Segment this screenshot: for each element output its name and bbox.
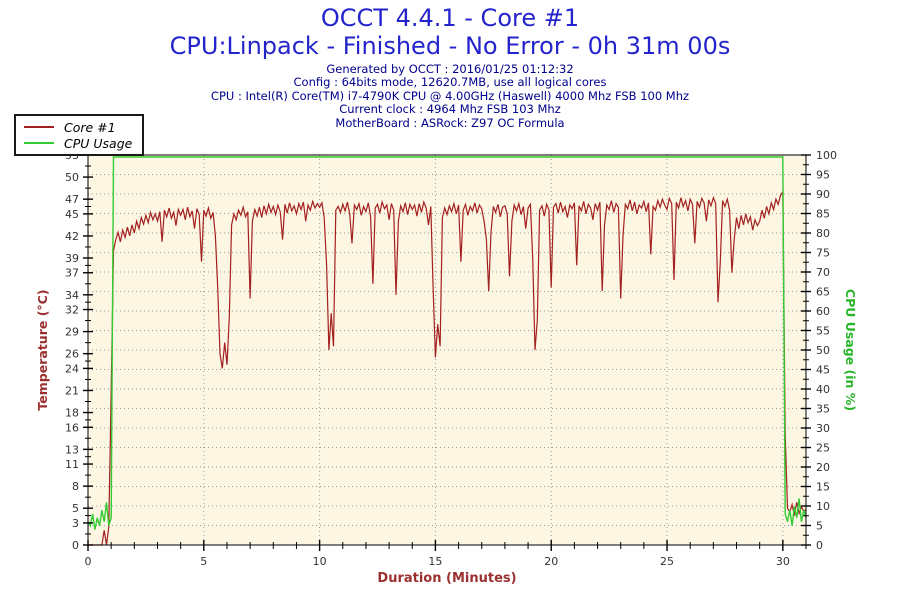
y-right-tick-label: 70 bbox=[816, 266, 830, 279]
x-tick-label: 15 bbox=[428, 555, 442, 568]
chart-legend: Core #1 CPU Usage bbox=[14, 114, 145, 156]
info-clock-line: Current clock : 4964 Mhz FSB 103 Mhz bbox=[339, 102, 561, 117]
y-right-tick-label: 95 bbox=[816, 169, 830, 182]
y-left-tick-label: 45 bbox=[65, 208, 79, 221]
y-left-tick-label: 8 bbox=[72, 480, 79, 493]
system-info-block: Generated by OCCT : 2016/01/25 01:12:32 … bbox=[0, 62, 900, 130]
y-left-tick-label: 37 bbox=[65, 267, 79, 280]
page-title: OCCT 4.4.1 - Core #1 bbox=[320, 4, 580, 32]
y-right-tick-label: 25 bbox=[816, 442, 830, 455]
page-subtitle: CPU:Linpack - Finished - No Error - 0h 3… bbox=[169, 32, 731, 60]
y-right-tick-label: 30 bbox=[816, 422, 830, 435]
y-left-tick-label: 26 bbox=[65, 348, 79, 361]
info-cpu-line: CPU : Intel(R) Core(TM) i7-4790K CPU @ 4… bbox=[210, 88, 690, 103]
cpu-usage-line-swatch bbox=[24, 142, 54, 144]
y-left-tick-label: 11 bbox=[65, 458, 79, 471]
y-right-tick-label: 20 bbox=[816, 461, 830, 474]
legend-label-cpu-usage: CPU Usage bbox=[64, 135, 133, 151]
y-right-tick-label: 55 bbox=[816, 325, 830, 338]
core1-line-swatch bbox=[24, 126, 54, 128]
y-left-tick-label: 0 bbox=[72, 539, 79, 552]
y-left-tick-label: 16 bbox=[65, 421, 79, 434]
cpu-usage-series-line bbox=[87, 156, 807, 530]
y-right-tick-label: 60 bbox=[816, 305, 830, 318]
y-right-tick-label: 35 bbox=[816, 403, 830, 416]
x-tick-label: 30 bbox=[776, 555, 790, 568]
info-generated-line: Generated by OCCT : 2016/01/25 01:12:32 bbox=[326, 62, 574, 76]
y-left-tick-label: 24 bbox=[65, 362, 79, 375]
y-right-axis-title: CPU Usage (in %) bbox=[843, 289, 858, 411]
info-config-line: Config : 64bits mode, 12620.7MB, use all… bbox=[293, 75, 607, 90]
y-left-tick-label: 3 bbox=[72, 517, 79, 530]
legend-item-cpu-usage: CPU Usage bbox=[24, 135, 132, 151]
temperature-series-line bbox=[88, 189, 807, 546]
y-right-tick-label: 65 bbox=[816, 286, 830, 299]
report-header: OCCT 4.4.1 - Core #1 CPU:Linpack - Finis… bbox=[0, 4, 900, 130]
x-tick-label: 5 bbox=[200, 555, 207, 568]
y-right-tick-label: 80 bbox=[816, 227, 830, 240]
y-right-tick-label: 90 bbox=[816, 188, 830, 201]
y-left-tick-label: 42 bbox=[65, 230, 79, 243]
y-right-tick-label: 5 bbox=[816, 520, 823, 533]
x-tick-label: 0 bbox=[85, 555, 92, 568]
y-left-tick-label: 32 bbox=[65, 304, 79, 317]
y-left-tick-label: 29 bbox=[65, 326, 79, 339]
x-tick-label: 25 bbox=[660, 555, 674, 568]
y-left-axis-title: Temperature (°C) bbox=[35, 289, 50, 410]
x-axis-title: Duration (Minutes) bbox=[377, 571, 516, 586]
x-tick-label: 20 bbox=[544, 555, 558, 568]
y-left-tick-label: 21 bbox=[65, 384, 79, 397]
legend-label-core1: Core #1 bbox=[64, 119, 116, 135]
y-left-tick-label: 39 bbox=[65, 252, 79, 265]
plot-area bbox=[88, 155, 806, 545]
y-left-tick-label: 5 bbox=[72, 502, 79, 515]
legend-item-core1: Core #1 bbox=[24, 119, 132, 135]
y-left-tick-label: 13 bbox=[65, 443, 79, 456]
info-motherboard-line: MotherBoard : ASRock: Z97 OC Formula bbox=[335, 115, 565, 130]
y-right-tick-label: 50 bbox=[816, 344, 830, 357]
y-right-tick-label: 75 bbox=[816, 247, 830, 260]
y-right-tick-label: 0 bbox=[816, 539, 823, 552]
y-left-tick-label: 50 bbox=[65, 171, 79, 184]
y-right-tick-label: 45 bbox=[816, 364, 830, 377]
y-right-tick-label: 15 bbox=[816, 481, 830, 494]
y-right-tick-label: 40 bbox=[816, 383, 830, 396]
y-left-tick-label: 18 bbox=[65, 407, 79, 420]
y-left-tick-label: 47 bbox=[65, 193, 79, 206]
x-tick-label: 10 bbox=[313, 555, 327, 568]
y-right-tick-label: 100 bbox=[816, 149, 837, 162]
y-right-tick-label: 85 bbox=[816, 208, 830, 221]
y-left-tick-label: 34 bbox=[65, 289, 79, 302]
y-right-tick-label: 10 bbox=[816, 500, 830, 513]
